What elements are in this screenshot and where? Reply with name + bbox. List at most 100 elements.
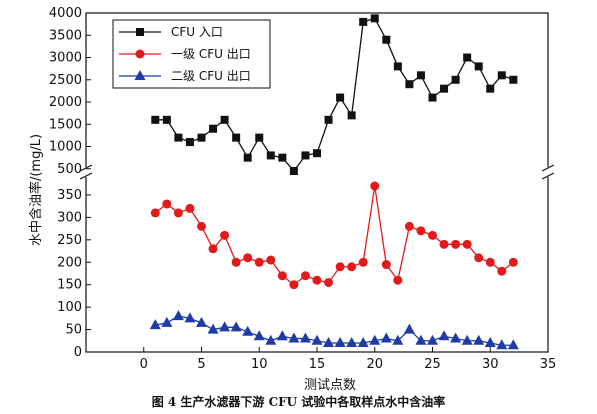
series-3-point bbox=[299, 332, 311, 343]
series-3-point bbox=[230, 321, 242, 332]
series-1-point bbox=[486, 84, 495, 93]
series-3-point bbox=[311, 334, 323, 345]
series-2-point bbox=[508, 257, 518, 267]
series-3-point bbox=[380, 332, 392, 343]
series-3 bbox=[149, 310, 519, 350]
y-axis-ticks: 0 50 100 150 200 250 300 350 500 1000 1500 2000 2500… bbox=[49, 6, 91, 360]
series-3-point bbox=[323, 337, 335, 348]
series-layer bbox=[149, 14, 519, 350]
series-2-point bbox=[347, 262, 357, 272]
series-1-point bbox=[232, 133, 241, 142]
series-3-point bbox=[415, 334, 427, 345]
y-tick-label: 200 bbox=[57, 255, 82, 270]
series-1-point bbox=[243, 153, 252, 162]
series-3-point bbox=[507, 339, 519, 350]
series-2-point bbox=[197, 221, 206, 231]
series-3-point bbox=[196, 316, 207, 327]
x-axis-ticks: 0 5 10 15 20 25 30 35 bbox=[140, 347, 556, 372]
y-axis-title: 水中含油率/(mg/L) bbox=[28, 134, 44, 246]
series-1-point bbox=[382, 35, 391, 44]
x-tick-label: 5 bbox=[197, 357, 205, 372]
series-2-point bbox=[173, 208, 183, 218]
axis-break-mark bbox=[79, 164, 93, 172]
series-3-point bbox=[403, 323, 415, 334]
series-1-point bbox=[324, 115, 333, 124]
series-1-point bbox=[197, 133, 206, 142]
series-3-point bbox=[184, 312, 196, 323]
y-tick-label: 300 bbox=[57, 210, 82, 225]
series-1-point bbox=[151, 115, 160, 124]
series-3-point bbox=[161, 316, 173, 327]
series-3-point bbox=[253, 330, 265, 341]
series-1-point bbox=[313, 149, 321, 158]
series-3-point bbox=[172, 310, 184, 321]
series-2-point bbox=[220, 230, 230, 240]
series-2-point bbox=[474, 253, 484, 263]
series-2-point bbox=[416, 226, 426, 236]
series-2-point bbox=[243, 253, 253, 263]
x-tick-label: 20 bbox=[366, 357, 383, 372]
x-tick-label: 25 bbox=[424, 357, 441, 372]
series-1 bbox=[151, 14, 518, 175]
y-tick-label: 350 bbox=[57, 188, 82, 203]
figure-caption: 图 4 生产水滤器下游 CFU 试验中各取样点水中含油率 bbox=[151, 395, 446, 409]
series-2-point bbox=[324, 277, 334, 287]
series-3-point bbox=[288, 332, 300, 343]
y-tick-label: 50 bbox=[65, 323, 82, 338]
series-1-point bbox=[301, 151, 310, 160]
series-2-point bbox=[451, 239, 461, 249]
legend-label: 二级 CFU 出口 bbox=[171, 69, 251, 83]
series-3-point bbox=[438, 330, 450, 341]
series-1-point bbox=[497, 71, 506, 80]
series-1-point bbox=[416, 71, 425, 80]
y-tick-label: 1500 bbox=[49, 117, 82, 132]
series-2-point bbox=[300, 271, 310, 281]
axis-break-mark bbox=[541, 172, 555, 180]
series-1-point bbox=[185, 138, 194, 147]
y-tick-label: 3500 bbox=[49, 28, 82, 43]
series-3-point bbox=[484, 337, 496, 348]
series-2-point bbox=[381, 260, 391, 270]
y-tick-label: 100 bbox=[57, 300, 82, 315]
axis-break-mark bbox=[541, 164, 555, 172]
series-3-point bbox=[242, 325, 254, 336]
series-2-point bbox=[266, 255, 276, 265]
series-2-point bbox=[150, 208, 160, 218]
series-1-point bbox=[440, 84, 449, 93]
series-1-point bbox=[405, 80, 414, 89]
y-tick-label: 4000 bbox=[49, 6, 82, 21]
legend-label: 一级 CFU 出口 bbox=[171, 47, 251, 61]
series-3-point bbox=[496, 339, 508, 350]
y-tick-label: 500 bbox=[57, 162, 82, 177]
y-tick-label: 1000 bbox=[49, 140, 82, 155]
series-3-point bbox=[219, 321, 231, 332]
series-1-point bbox=[463, 53, 472, 62]
legend-marker bbox=[136, 28, 144, 36]
y-tick-label: 3000 bbox=[49, 51, 82, 66]
series-2-point bbox=[254, 257, 264, 267]
series-3-point bbox=[334, 337, 346, 348]
legend-label: CFU 入口 bbox=[171, 25, 223, 39]
axis-break-mark bbox=[79, 172, 93, 180]
series-2-point bbox=[439, 239, 449, 249]
series-1-point bbox=[509, 75, 518, 84]
series-1-point bbox=[162, 115, 171, 124]
series-2-point bbox=[462, 239, 472, 249]
series-2-point bbox=[208, 244, 218, 254]
x-tick-label: 15 bbox=[309, 357, 326, 372]
series-3-point bbox=[450, 332, 462, 343]
series-1-point bbox=[347, 111, 356, 120]
series-2-point bbox=[370, 181, 380, 191]
series-2-point bbox=[404, 221, 414, 231]
series-2-point bbox=[428, 230, 437, 240]
series-3-point bbox=[392, 334, 404, 345]
series-1-point bbox=[336, 93, 345, 102]
series-1-point bbox=[474, 62, 483, 71]
series-2-point bbox=[231, 257, 241, 267]
series-3-point bbox=[461, 334, 473, 345]
series-1-point bbox=[174, 133, 183, 142]
series-2-point bbox=[277, 271, 287, 281]
series-2-point bbox=[162, 199, 172, 209]
left-axis-break-gap bbox=[80, 167, 92, 177]
